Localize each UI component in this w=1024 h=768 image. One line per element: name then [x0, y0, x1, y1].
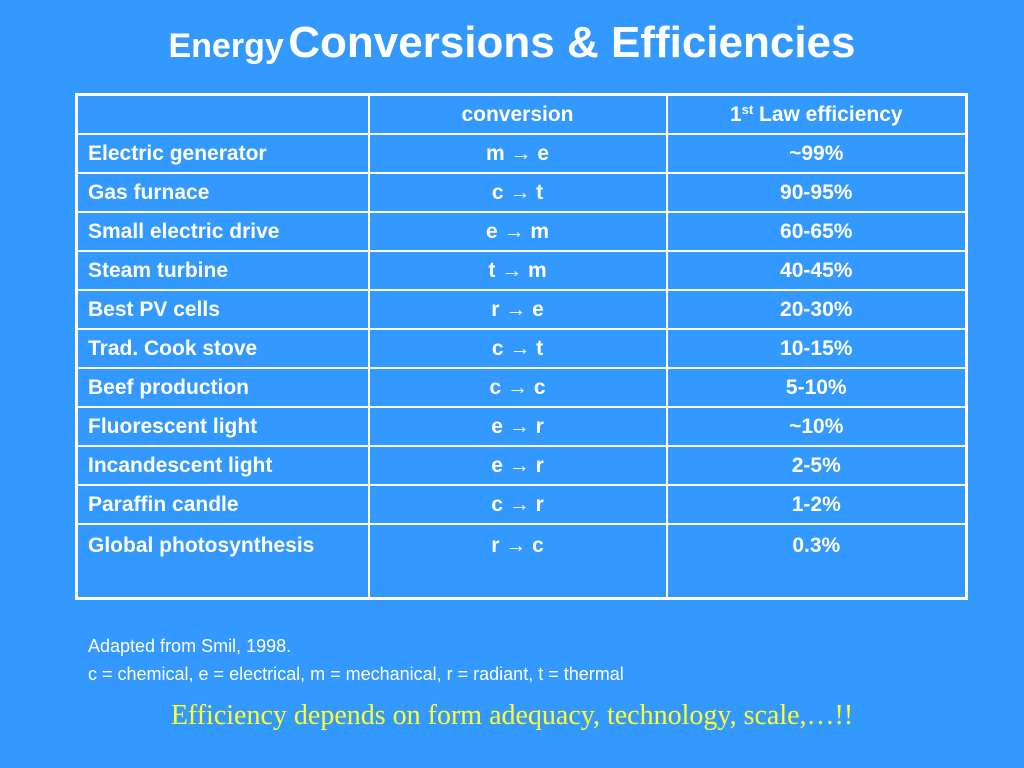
table-row: Steam turbine t → m 40-45%	[75, 250, 968, 291]
row-efficiency: 5-10%	[665, 367, 968, 408]
header-efficiency-number: 1	[729, 102, 742, 126]
row-conversion: e → r	[367, 406, 668, 447]
efficiency-table: conversion 1st Law efficiency Electric g…	[75, 93, 968, 600]
row-name: Gas furnace	[75, 172, 370, 213]
title-prefix: Energy	[168, 27, 284, 65]
row-conversion: e → r	[367, 445, 668, 486]
row-conversion: r → e	[367, 289, 668, 330]
header-name	[75, 93, 370, 135]
row-conversion: t → m	[367, 250, 668, 291]
header-efficiency-superscript: st	[741, 101, 754, 117]
table-header-row: conversion 1st Law efficiency	[75, 93, 968, 135]
header-conversion: conversion	[367, 93, 668, 135]
row-conversion: c → r	[367, 484, 668, 525]
row-name: Best PV cells	[75, 289, 370, 330]
row-name: Beef production	[75, 367, 370, 408]
table-row: Trad. Cook stove c → t 10-15%	[75, 328, 968, 369]
abbreviation-legend: c = chemical, e = electrical, m = mechan…	[88, 664, 624, 684]
row-name: Global photosynthesis	[75, 523, 370, 600]
table-row: Gas furnace c → t 90-95%	[75, 172, 968, 213]
row-efficiency: ~10%	[665, 406, 968, 447]
row-conversion: r → c	[367, 523, 668, 600]
table-row: Global photosynthesis r → c 0.3%	[75, 523, 968, 600]
row-name: Steam turbine	[75, 250, 370, 291]
row-efficiency: 2-5%	[665, 445, 968, 486]
table-notes: Adapted from Smil, 1998. c = chemical, e…	[88, 632, 624, 688]
row-name: Electric generator	[75, 133, 370, 174]
row-efficiency: 60-65%	[665, 211, 968, 252]
row-conversion: c → t	[367, 172, 668, 213]
row-name: Trad. Cook stove	[75, 328, 370, 369]
header-efficiency: 1st Law efficiency	[665, 93, 968, 135]
table-row: Incandescent light e → r 2-5%	[75, 445, 968, 486]
table-row: Small electric drive e → m 60-65%	[75, 211, 968, 252]
table-row: Electric generator m → e ~99%	[75, 133, 968, 174]
row-name: Small electric drive	[75, 211, 370, 252]
row-efficiency: 1-2%	[665, 484, 968, 525]
source-note: Adapted from Smil, 1998.	[88, 636, 292, 656]
row-efficiency: 20-30%	[665, 289, 968, 330]
row-name: Incandescent light	[75, 445, 370, 486]
row-conversion: m → e	[367, 133, 668, 174]
page-title: Energy Conversions & Efficiencies	[0, 18, 1024, 68]
row-efficiency: 40-45%	[665, 250, 968, 291]
row-efficiency: 10-15%	[665, 328, 968, 369]
row-efficiency: ~99%	[665, 133, 968, 174]
header-efficiency-label: Law efficiency	[753, 102, 903, 126]
row-efficiency: 90-95%	[665, 172, 968, 213]
table-row: Best PV cells r → e 20-30%	[75, 289, 968, 330]
row-name: Fluorescent light	[75, 406, 370, 447]
row-conversion: c → t	[367, 328, 668, 369]
row-conversion: e → m	[367, 211, 668, 252]
table-row: Paraffin candle c → r 1-2%	[75, 484, 968, 525]
tagline: Efficiency depends on form adequacy, tec…	[170, 700, 854, 731]
table-row: Beef production c → c 5-10%	[75, 367, 968, 408]
row-name: Paraffin candle	[75, 484, 370, 525]
row-conversion: c → c	[367, 367, 668, 408]
title-main: Conversions & Efficiencies	[288, 18, 856, 67]
row-efficiency: 0.3%	[665, 523, 968, 600]
table-row: Fluorescent light e → r ~10%	[75, 406, 968, 447]
